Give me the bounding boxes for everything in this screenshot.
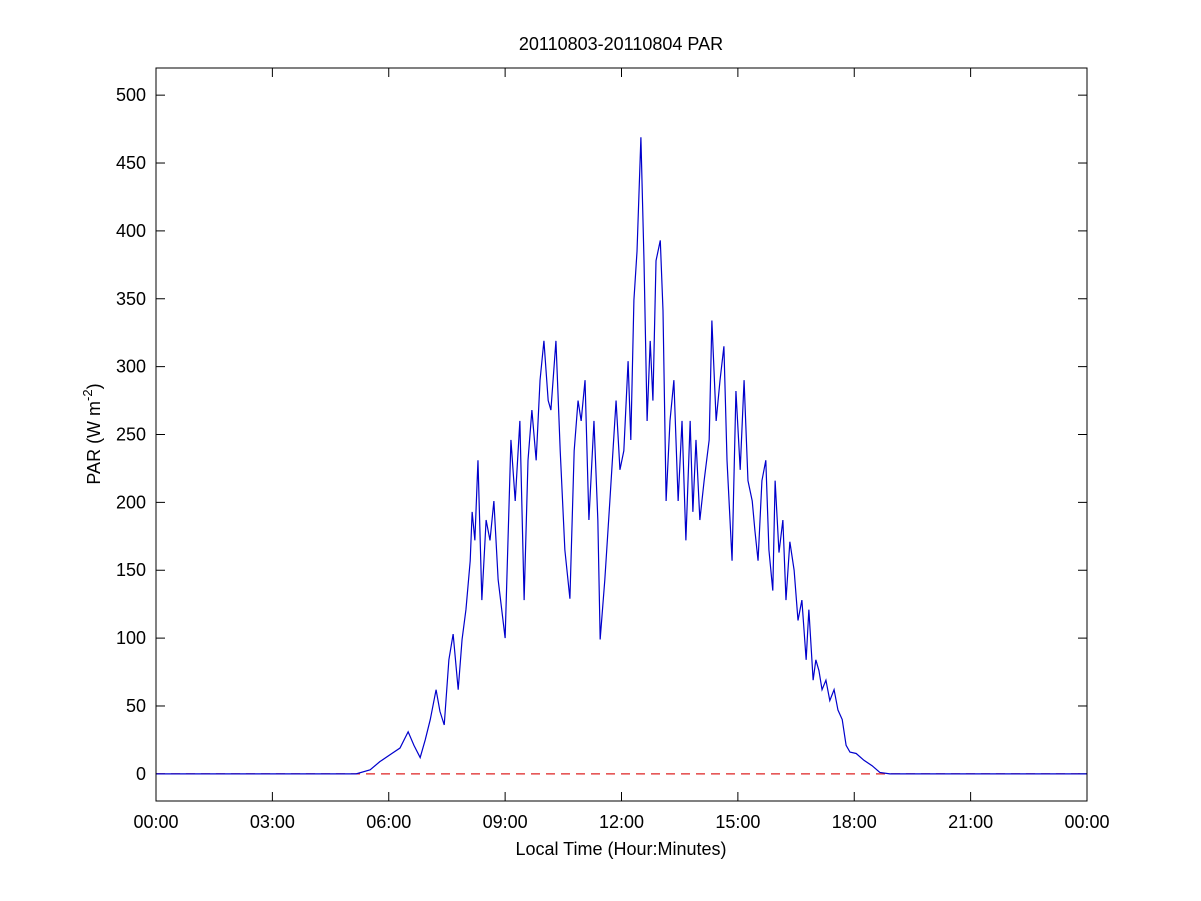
x-tick-label: 09:00 xyxy=(483,812,528,832)
y-tick-label: 300 xyxy=(116,357,146,377)
y-tick-label: 50 xyxy=(126,696,146,716)
y-axis-label-text: PAR (W m xyxy=(84,401,104,485)
y-tick-label: 500 xyxy=(116,85,146,105)
y-tick-label: 400 xyxy=(116,221,146,241)
y-axis-label-text: ) xyxy=(84,383,104,389)
x-tick-label: 00:00 xyxy=(1064,812,1109,832)
plot-frame xyxy=(155,67,1088,802)
y-tick-label: 150 xyxy=(116,560,146,580)
chart-title: 20110803-20110804 PAR xyxy=(519,34,723,54)
x-tick-label: 18:00 xyxy=(832,812,877,832)
y-tick-label: 0 xyxy=(136,764,146,784)
y-tick-label: 350 xyxy=(116,289,146,309)
plot-area xyxy=(156,68,1087,801)
y-tick-label: 200 xyxy=(116,492,146,512)
y-tick-label: 250 xyxy=(116,425,146,445)
y-axis-label: PAR (W m-2) xyxy=(80,383,104,484)
x-tick-label: 12:00 xyxy=(599,812,644,832)
x-axis-label: Local Time (Hour:Minutes) xyxy=(515,839,726,859)
y-tick-label: 100 xyxy=(116,628,146,648)
data-line xyxy=(156,137,1087,775)
y-tick-label: 450 xyxy=(116,153,146,173)
x-tick-label: 21:00 xyxy=(948,812,993,832)
x-tick-label: 15:00 xyxy=(715,812,760,832)
x-tick-label: 03:00 xyxy=(250,812,295,832)
x-tick-label: 00:00 xyxy=(133,812,178,832)
x-tick-label: 06:00 xyxy=(366,812,411,832)
y-axis-label-superscript: -2 xyxy=(80,389,95,401)
